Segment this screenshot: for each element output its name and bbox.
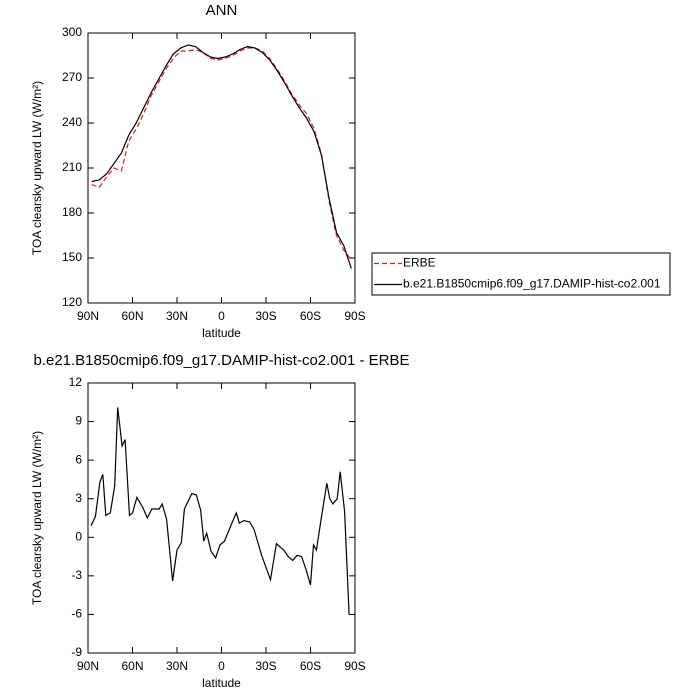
chart-title: b.e21.B1850cmip6.f09_g17.DAMIP-hist-co2.…: [33, 352, 409, 369]
y-tick-label: 0: [75, 529, 82, 543]
plot-frame: [87, 382, 356, 654]
y-tick-label: 12: [69, 375, 83, 389]
x-tick-label: 0: [218, 659, 225, 673]
y-axis-label: TOA clearsky upward LW (W/m²): [30, 81, 44, 255]
x-tick-label: 90S: [344, 309, 365, 323]
y-tick-label: 270: [62, 70, 82, 84]
x-tick-label: 30S: [255, 309, 276, 323]
y-tick-label: -9: [71, 645, 82, 659]
data-line: [91, 44, 352, 269]
plot-frame: [87, 32, 356, 304]
x-tick-label: 60N: [121, 309, 143, 323]
y-tick-label: -6: [71, 607, 82, 621]
y-tick-label: 3: [75, 491, 82, 505]
x-axis-label: latitude: [202, 676, 241, 690]
chart-title: ANN: [206, 2, 238, 19]
x-tick-label: 90S: [344, 659, 365, 673]
y-tick-label: 240: [62, 115, 82, 129]
x-tick-label: 30N: [166, 659, 188, 673]
y-tick-label: 6: [75, 452, 82, 466]
data-line: [90, 407, 350, 615]
legend-box: [371, 252, 671, 296]
x-tick-label: 30N: [166, 309, 188, 323]
legend-label: b.e21.B1850cmip6.f09_g17.DAMIP-hist-co2.…: [403, 277, 661, 291]
x-tick-label: 60N: [121, 659, 143, 673]
x-tick-label: 60S: [300, 659, 321, 673]
y-tick-label: 210: [62, 160, 82, 174]
y-axis-label: TOA clearsky upward LW (W/m²): [30, 431, 44, 605]
x-tick-label: 60S: [300, 309, 321, 323]
x-tick-label: 90N: [77, 309, 99, 323]
x-axis-label: latitude: [202, 326, 241, 340]
y-tick-label: 120: [62, 295, 82, 309]
x-tick-label: 90N: [77, 659, 99, 673]
y-tick-label: 9: [75, 414, 82, 428]
y-tick-label: 150: [62, 250, 82, 264]
x-tick-label: 0: [218, 309, 225, 323]
legend-label: ERBE: [403, 256, 436, 270]
x-tick-label: 30S: [255, 659, 276, 673]
y-tick-label: -3: [71, 568, 82, 582]
data-line: [91, 47, 352, 260]
y-tick-label: 300: [62, 25, 82, 39]
y-tick-label: 180: [62, 205, 82, 219]
